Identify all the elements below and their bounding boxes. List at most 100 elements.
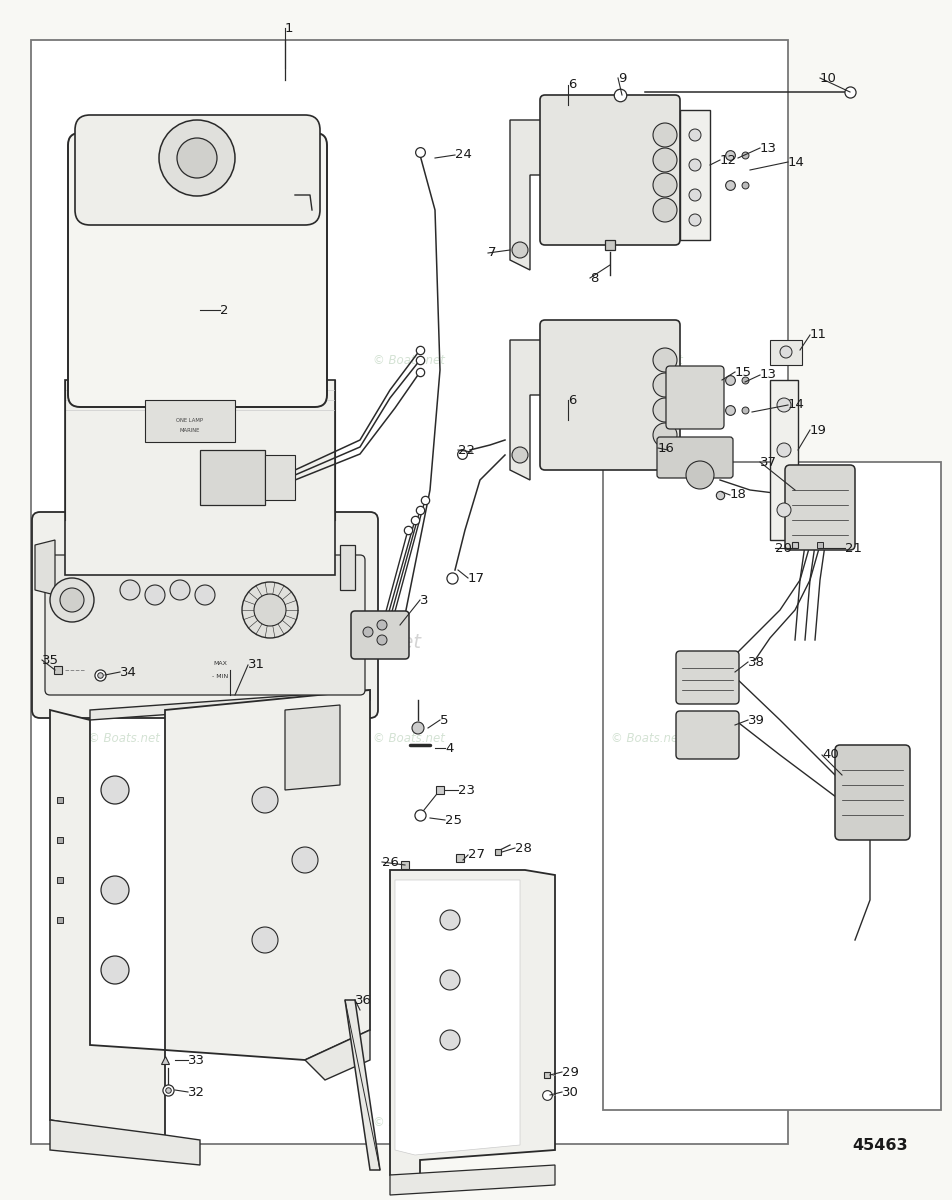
Text: 37: 37 bbox=[760, 456, 777, 468]
Circle shape bbox=[101, 776, 129, 804]
FancyBboxPatch shape bbox=[32, 512, 378, 718]
Bar bbox=[31, 40, 788, 1144]
Text: 10: 10 bbox=[820, 72, 837, 84]
Circle shape bbox=[50, 578, 94, 622]
FancyBboxPatch shape bbox=[540, 320, 680, 470]
Circle shape bbox=[412, 722, 424, 734]
Text: 14: 14 bbox=[788, 398, 804, 412]
Circle shape bbox=[777, 398, 791, 412]
Circle shape bbox=[440, 970, 460, 990]
Polygon shape bbox=[165, 690, 370, 1060]
Text: © Boats.net: © Boats.net bbox=[373, 354, 446, 366]
Text: © Boats.net: © Boats.net bbox=[302, 632, 421, 652]
Polygon shape bbox=[390, 870, 555, 1190]
Text: 6: 6 bbox=[568, 394, 576, 407]
Text: 19: 19 bbox=[810, 424, 827, 437]
Circle shape bbox=[363, 626, 373, 637]
Circle shape bbox=[653, 422, 677, 446]
Text: 31: 31 bbox=[248, 659, 265, 672]
Text: 39: 39 bbox=[748, 714, 764, 726]
Text: © Boats.net: © Boats.net bbox=[373, 732, 446, 744]
FancyBboxPatch shape bbox=[785, 464, 855, 550]
Circle shape bbox=[159, 120, 235, 196]
Polygon shape bbox=[345, 1000, 380, 1170]
Circle shape bbox=[653, 348, 677, 372]
FancyBboxPatch shape bbox=[75, 115, 320, 226]
Polygon shape bbox=[35, 540, 55, 595]
Circle shape bbox=[689, 214, 701, 226]
Text: 12: 12 bbox=[720, 154, 737, 167]
Text: 1: 1 bbox=[285, 22, 293, 35]
Circle shape bbox=[177, 138, 217, 178]
Text: 5: 5 bbox=[440, 714, 448, 726]
Circle shape bbox=[780, 346, 792, 358]
Circle shape bbox=[252, 926, 278, 953]
Text: © Boats.net: © Boats.net bbox=[611, 354, 684, 366]
Circle shape bbox=[512, 446, 528, 463]
Circle shape bbox=[777, 443, 791, 457]
Text: 17: 17 bbox=[468, 571, 485, 584]
Circle shape bbox=[195, 584, 215, 605]
Bar bbox=[65, 380, 335, 575]
Text: 15: 15 bbox=[735, 366, 752, 378]
Text: © Boats.net: © Boats.net bbox=[88, 1116, 160, 1128]
Circle shape bbox=[440, 910, 460, 930]
FancyBboxPatch shape bbox=[835, 745, 910, 840]
Text: 34: 34 bbox=[120, 666, 137, 678]
Text: 20: 20 bbox=[775, 541, 792, 554]
Circle shape bbox=[101, 876, 129, 904]
Circle shape bbox=[777, 503, 791, 517]
FancyBboxPatch shape bbox=[657, 437, 733, 478]
Bar bbox=[770, 340, 802, 365]
Text: 6: 6 bbox=[568, 78, 576, 91]
Text: 45463: 45463 bbox=[852, 1138, 908, 1152]
Circle shape bbox=[689, 128, 701, 140]
Text: MARINE: MARINE bbox=[180, 428, 200, 433]
Bar bbox=[603, 462, 941, 1110]
Circle shape bbox=[170, 580, 190, 600]
Text: 2: 2 bbox=[220, 304, 228, 317]
Circle shape bbox=[145, 584, 165, 605]
Text: 13: 13 bbox=[760, 368, 777, 382]
FancyBboxPatch shape bbox=[45, 554, 365, 695]
Text: 4: 4 bbox=[445, 742, 453, 755]
Text: - MIN: - MIN bbox=[212, 674, 228, 679]
Text: 26: 26 bbox=[382, 856, 399, 869]
Circle shape bbox=[101, 956, 129, 984]
Text: 23: 23 bbox=[458, 784, 475, 797]
Text: 38: 38 bbox=[748, 655, 764, 668]
Circle shape bbox=[254, 594, 286, 626]
Text: 29: 29 bbox=[562, 1066, 579, 1079]
Circle shape bbox=[60, 588, 84, 612]
Bar bbox=[145, 400, 235, 442]
Text: 3: 3 bbox=[420, 594, 428, 606]
Text: 11: 11 bbox=[810, 329, 827, 342]
Text: 30: 30 bbox=[562, 1086, 579, 1098]
Polygon shape bbox=[90, 690, 370, 720]
FancyBboxPatch shape bbox=[540, 95, 680, 245]
Polygon shape bbox=[390, 1165, 555, 1195]
FancyBboxPatch shape bbox=[666, 366, 724, 428]
Text: © Boats.net: © Boats.net bbox=[373, 1116, 446, 1128]
Text: 27: 27 bbox=[468, 848, 485, 862]
Text: 18: 18 bbox=[730, 488, 747, 502]
FancyBboxPatch shape bbox=[68, 133, 327, 407]
Text: MAX: MAX bbox=[213, 661, 227, 666]
Circle shape bbox=[252, 787, 278, 814]
Polygon shape bbox=[50, 710, 165, 1140]
Text: 32: 32 bbox=[188, 1086, 205, 1098]
Text: 33: 33 bbox=[188, 1054, 205, 1067]
Bar bbox=[200, 450, 265, 505]
FancyBboxPatch shape bbox=[676, 650, 739, 704]
Polygon shape bbox=[305, 1030, 370, 1080]
Circle shape bbox=[377, 635, 387, 646]
Bar bbox=[680, 110, 710, 240]
Text: 8: 8 bbox=[590, 271, 599, 284]
Text: 21: 21 bbox=[845, 541, 862, 554]
Text: © Boats.net: © Boats.net bbox=[611, 732, 684, 744]
Text: © Boats.net: © Boats.net bbox=[88, 354, 160, 366]
Text: 7: 7 bbox=[488, 246, 497, 259]
Text: 13: 13 bbox=[760, 142, 777, 155]
Text: 28: 28 bbox=[515, 841, 532, 854]
Text: 24: 24 bbox=[455, 149, 472, 162]
